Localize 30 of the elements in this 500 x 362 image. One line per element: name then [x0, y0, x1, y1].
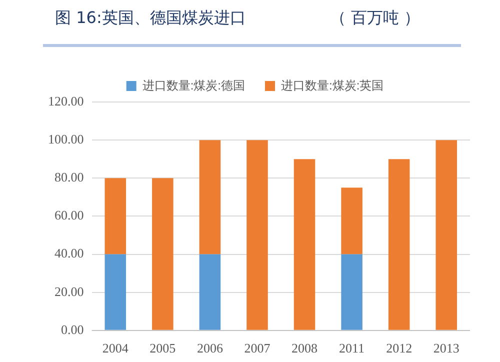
bar: [104, 178, 126, 254]
y-tick-label: 100.00: [48, 131, 84, 146]
y-tick-label: 80.00: [54, 170, 84, 185]
y-tick-label: 120.00: [48, 93, 84, 108]
x-tick-label: 2007: [244, 340, 271, 356]
x-tick-label: 2008: [292, 340, 318, 356]
legend-label: 进口数量:煤炭:英国: [281, 78, 384, 92]
x-tick-label: 2011: [339, 340, 365, 356]
bar: [294, 159, 316, 330]
bar: [152, 178, 174, 330]
bar: [199, 140, 221, 254]
y-tick-label: 20.00: [54, 284, 84, 299]
y-tick-label: 0.00: [61, 322, 84, 337]
bar: [104, 254, 126, 330]
bar: [199, 254, 221, 330]
legend-label: 进口数量:煤炭:德国: [142, 78, 246, 92]
y-tick-label: 60.00: [54, 208, 84, 223]
bar: [341, 254, 362, 330]
x-tick-label: 2004: [102, 340, 129, 356]
bar: [388, 159, 410, 330]
y-tick-label: 40.00: [54, 246, 84, 261]
bar: [246, 140, 268, 330]
chart-title: 图 16:英国、德国煤炭进口: [55, 8, 246, 29]
x-tick-label: 2006: [196, 340, 224, 356]
bar: [436, 140, 457, 330]
x-tick-label: 2013: [433, 340, 460, 356]
x-tick-label: 2005: [150, 340, 176, 356]
bar: [341, 188, 362, 254]
y-axis-title: （ 百万吨 ）: [330, 8, 420, 29]
x-tick-label: 2012: [386, 340, 412, 356]
